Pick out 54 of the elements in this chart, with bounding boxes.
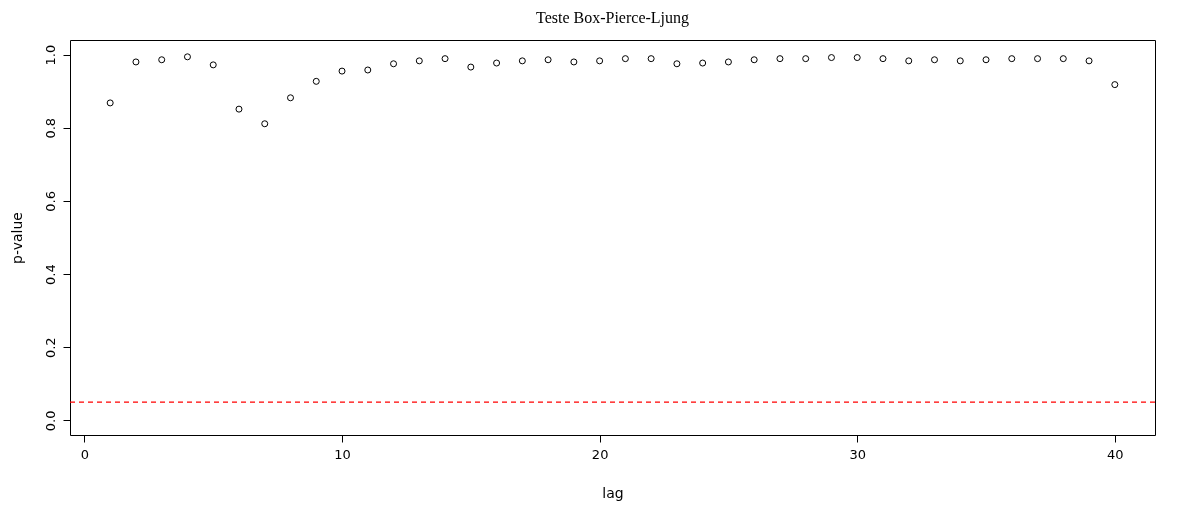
x-tick-label: 0: [80, 446, 90, 462]
point: [802, 55, 810, 63]
point: [853, 54, 861, 62]
y-axis-title: p-value: [8, 212, 25, 264]
point: [1111, 81, 1119, 89]
point: [1085, 57, 1093, 65]
point: [596, 57, 604, 65]
point: [699, 59, 707, 67]
point: [158, 56, 166, 64]
chart-title: Teste Box-Pierce-Ljung: [535, 9, 690, 27]
y-tick-label: 0.6: [42, 191, 58, 212]
point: [724, 58, 732, 66]
point: [827, 54, 835, 62]
point: [364, 66, 372, 74]
y-tick-label: 0.0: [42, 410, 58, 432]
y-tick-label: 0.4: [42, 264, 58, 285]
x-tick-label: 20: [591, 446, 609, 462]
point: [956, 57, 964, 65]
point: [750, 56, 758, 64]
point: [183, 53, 191, 61]
point: [776, 55, 784, 63]
point: [338, 67, 346, 75]
y-tick-label: 0.8: [42, 117, 58, 139]
x-axis-title: lag: [602, 484, 624, 501]
point: [570, 58, 578, 66]
point: [235, 105, 243, 113]
point: [493, 59, 501, 67]
point: [518, 57, 526, 65]
y-tick-label: 1.0: [42, 44, 58, 66]
point: [673, 60, 681, 68]
point: [1034, 55, 1042, 63]
x-tick-label: 30: [849, 446, 866, 462]
x-tick-label: 10: [334, 446, 351, 462]
point: [390, 60, 398, 68]
point: [879, 55, 887, 63]
point: [106, 99, 114, 107]
point: [1059, 55, 1067, 63]
point: [132, 58, 140, 66]
point: [1008, 55, 1016, 63]
point: [544, 56, 552, 64]
y-tick-label: 0.2: [42, 337, 58, 359]
x-tick-label: 40: [1107, 446, 1124, 462]
point: [621, 55, 629, 63]
point: [287, 94, 294, 102]
point: [982, 56, 990, 64]
point: [905, 57, 913, 65]
point: [931, 56, 938, 64]
point: [312, 77, 320, 85]
point: [209, 61, 217, 69]
point: [415, 57, 423, 65]
point: [647, 55, 655, 63]
point: [467, 63, 475, 71]
point: [441, 55, 449, 63]
point: [261, 120, 269, 128]
